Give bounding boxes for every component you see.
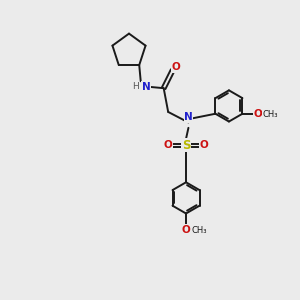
Text: O: O	[254, 109, 263, 119]
Text: O: O	[182, 225, 190, 235]
Text: CH₃: CH₃	[192, 226, 207, 235]
Text: O: O	[200, 140, 208, 150]
Text: O: O	[164, 140, 172, 150]
Text: O: O	[171, 62, 180, 72]
Text: S: S	[182, 139, 190, 152]
Text: CH₃: CH₃	[262, 110, 278, 119]
Text: N: N	[184, 112, 193, 122]
Text: H: H	[132, 82, 139, 91]
Text: N: N	[142, 82, 151, 92]
